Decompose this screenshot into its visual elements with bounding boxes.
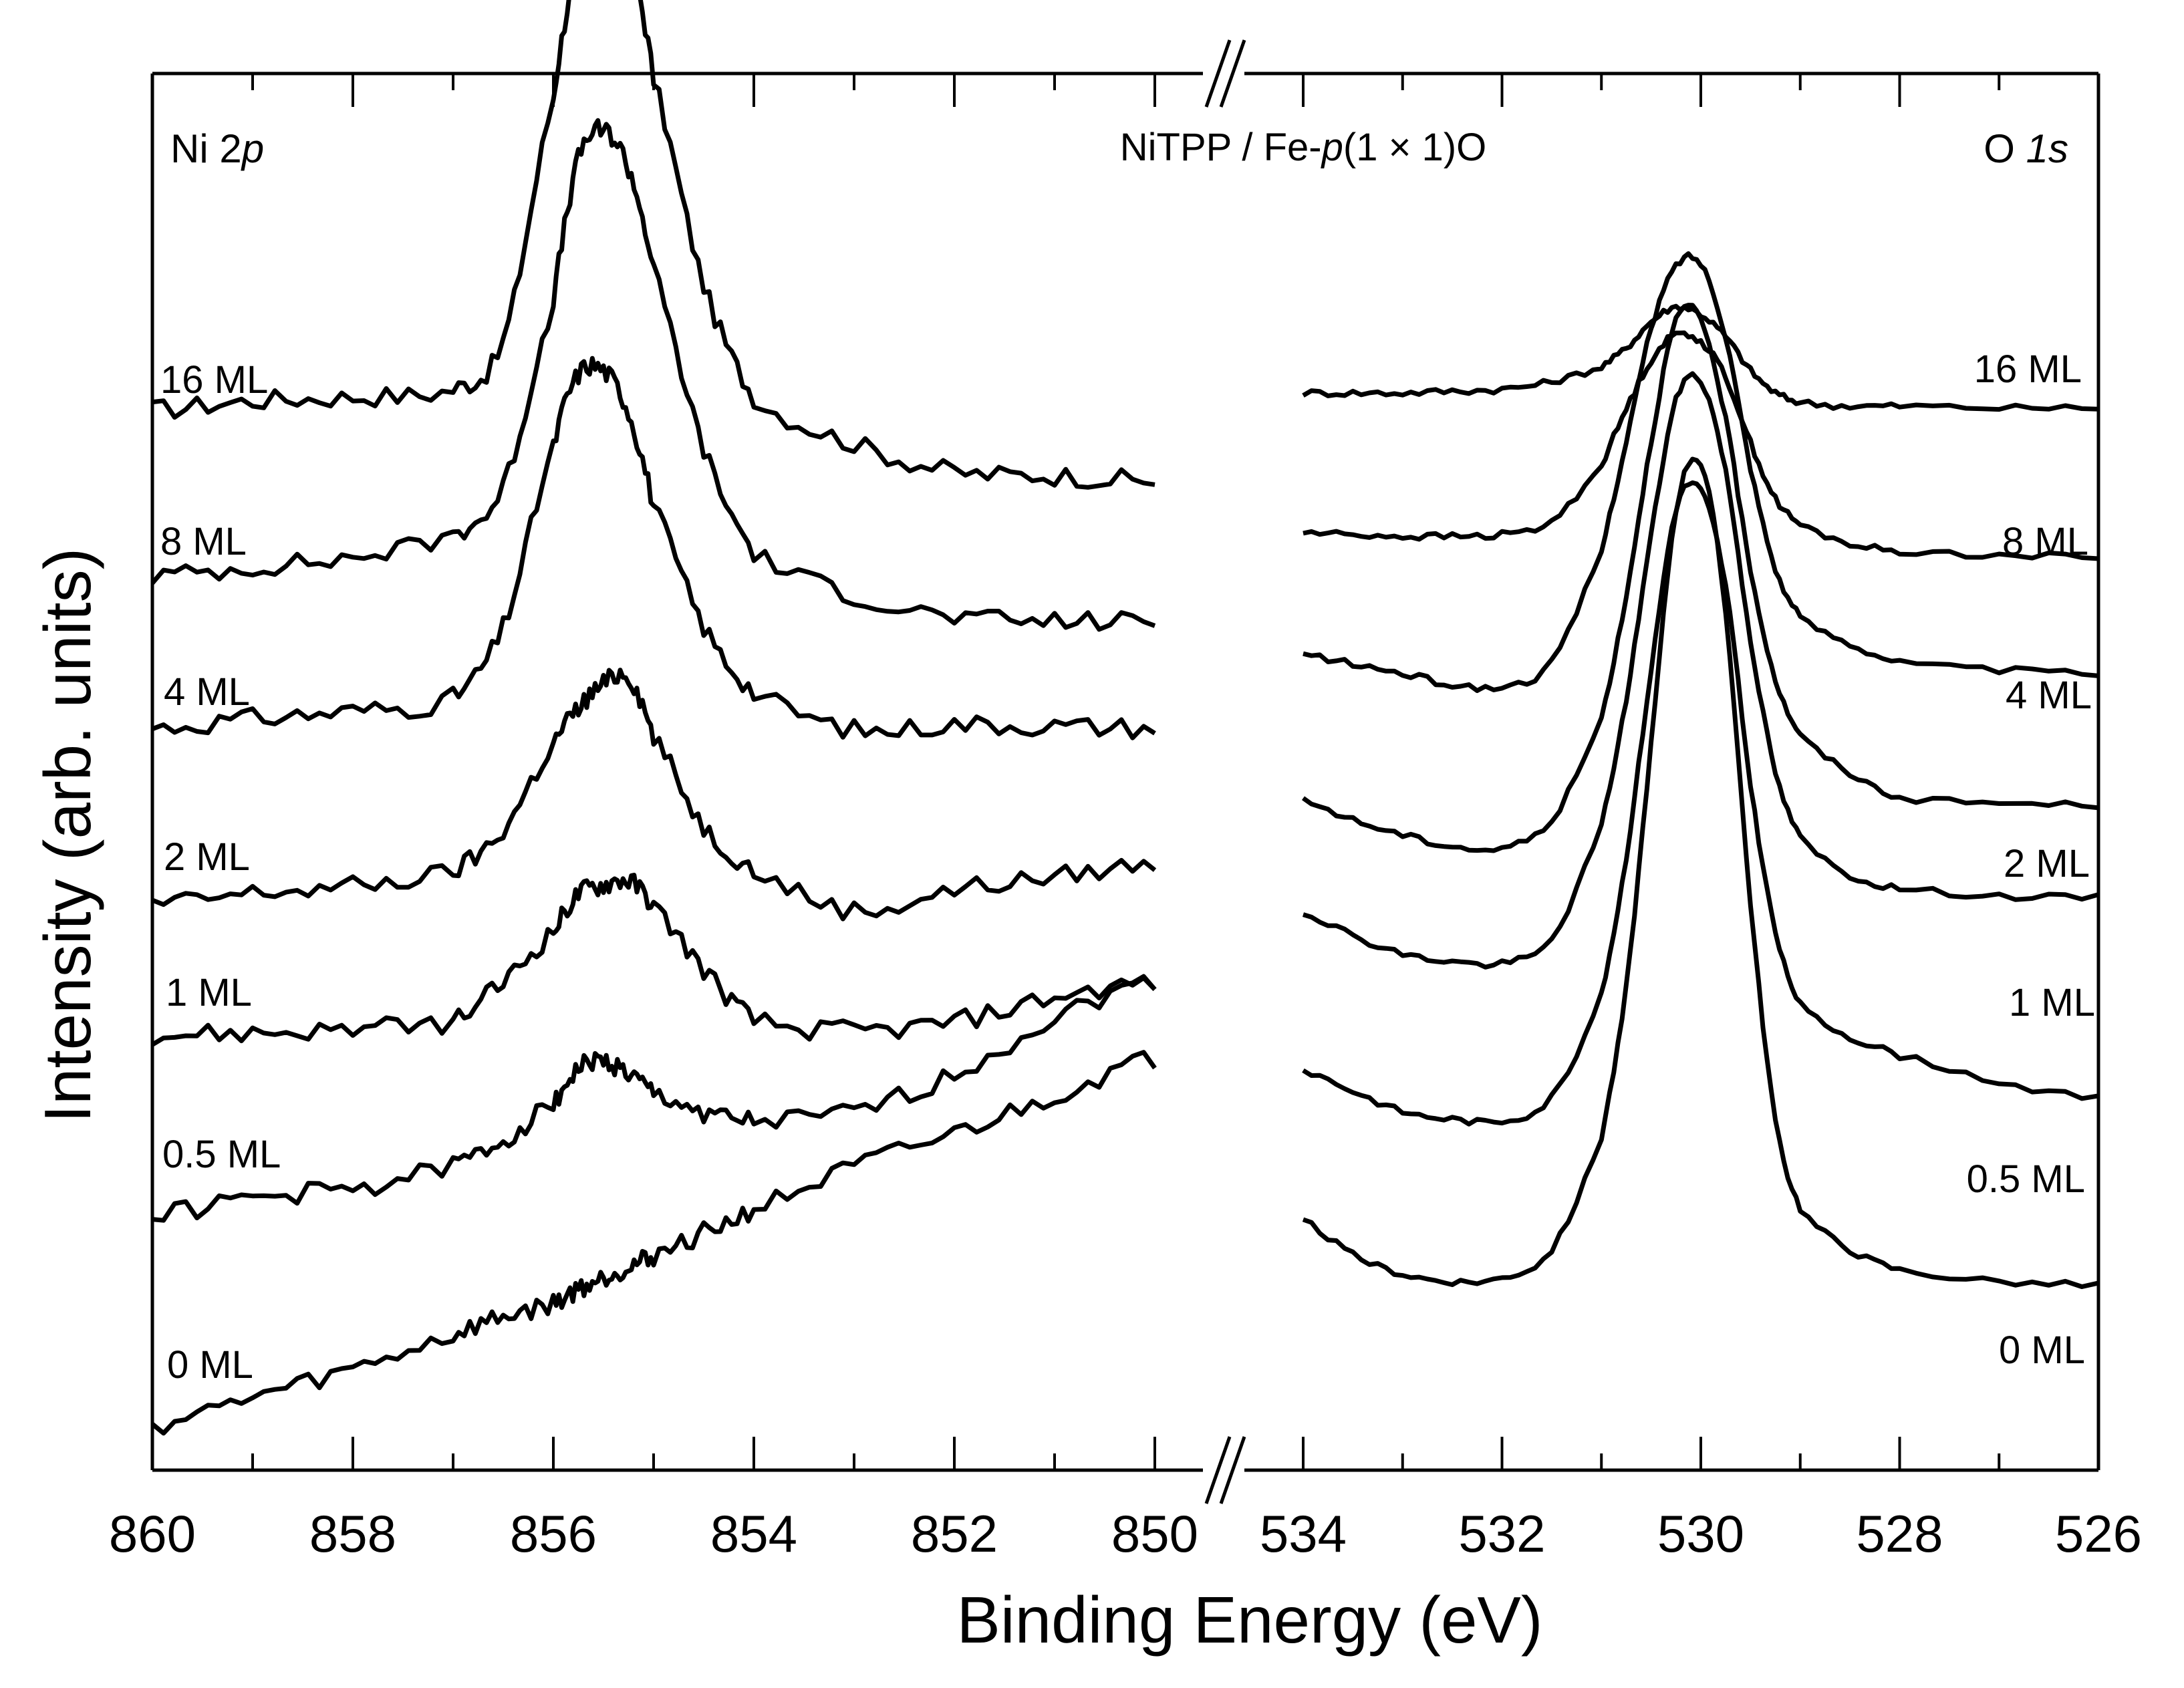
- x-tick-label: 526: [2055, 1504, 2142, 1563]
- series-line-ni2p-1-ml: [151, 873, 1157, 1047]
- series-label-o1s-4-ml: 4 ML: [2006, 674, 2092, 717]
- series-line-o1s-1-ml: [1302, 371, 2099, 970]
- series-line-ni2p-0-5-ml: [152, 974, 1157, 1223]
- x-tick-label: 534: [1260, 1504, 1347, 1563]
- x-tick-label: 856: [510, 1504, 597, 1563]
- x-tick-label: 854: [710, 1504, 797, 1563]
- x-tick-label: 858: [309, 1504, 396, 1563]
- series-label-o1s-0-5-ml: 0.5 ML: [1967, 1157, 2085, 1201]
- top-axis-break-mark-stroke-2: [1219, 39, 1246, 108]
- traces-layer: [150, 0, 2099, 1436]
- series-label-ni2p-2-ml: 2 ML: [164, 835, 250, 879]
- y-axis-title: Intensity (arb. units): [31, 548, 104, 1123]
- x-tick-label: 860: [109, 1504, 196, 1563]
- x-tick-label: 532: [1458, 1504, 1545, 1563]
- series-label-o1s-0-ml: 0 ML: [1999, 1328, 2085, 1372]
- bottom-axis-break-mark-stroke-2: [1219, 1436, 1246, 1504]
- series-line-o1s-8-ml: [1303, 330, 2099, 561]
- plot-frame: [150, 39, 2100, 1504]
- series-line-o1s-0-ml: [1302, 456, 2099, 1289]
- series-label-ni2p-1-ml: 1 ML: [166, 971, 252, 1014]
- series-line-ni2p-16-ml: [152, 0, 1155, 490]
- series-label-o1s-16-ml: 16 ML: [1974, 347, 2082, 391]
- series-line-ni2p-4-ml: [151, 356, 1156, 740]
- x-tick-label: 852: [911, 1504, 998, 1563]
- panel-label-o-1s: O 1s: [1984, 126, 2068, 171]
- series-line-ni2p-8-ml: [150, 118, 1156, 632]
- label-layer: 16 ML 8 ML 4 ML 2 ML 1 ML 0.5 ML 0 ML 16 ML 8 ML…: [160, 347, 2095, 1387]
- top-axis-break-mark-stroke-1: [1204, 39, 1232, 108]
- tick-layer: 860 858 856 854 852 850 534 532 530 528 526: [109, 74, 2142, 1563]
- bottom-axis-break-mark-stroke-1: [1204, 1436, 1232, 1504]
- series-line-ni2p-0-ml: [150, 1050, 1157, 1436]
- series-line-o1s-2-ml: [1301, 303, 2099, 853]
- x-tick-label: 850: [1111, 1504, 1198, 1563]
- series-line-o1s-4-ml: [1303, 251, 2099, 694]
- series-line-ni2p-2-ml: [151, 668, 1157, 922]
- x-tick-label: 528: [1856, 1504, 1943, 1563]
- x-axis-title: Binding Energy (eV): [956, 1583, 1542, 1657]
- series-label-o1s-8-ml: 8 ML: [2002, 520, 2088, 563]
- panel-label-ni-2p: Ni 2p: [170, 126, 264, 171]
- x-tick-label: 530: [1657, 1504, 1744, 1563]
- series-label-ni2p-0-5-ml: 0.5 ML: [162, 1133, 281, 1176]
- series-line-o1s-16-ml: [1302, 303, 2099, 412]
- series-label-o1s-1-ml: 1 ML: [2009, 981, 2095, 1024]
- chart-title: NiTPP / Fe-p(1 × 1)O: [1120, 126, 1487, 169]
- series-label-ni2p-0-ml: 0 ML: [167, 1343, 253, 1387]
- series-label-ni2p-8-ml: 8 ML: [160, 520, 247, 563]
- series-label-ni2p-4-ml: 4 ML: [164, 670, 250, 714]
- series-label-o1s-2-ml: 2 ML: [2004, 842, 2090, 885]
- series-label-ni2p-16-ml: 16 ML: [160, 358, 268, 402]
